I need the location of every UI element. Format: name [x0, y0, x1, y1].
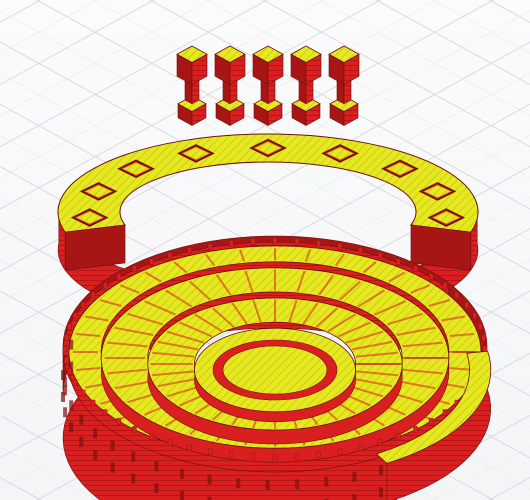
- model-preview[interactable]: [0, 0, 530, 500]
- slicer-viewport[interactable]: [0, 0, 530, 500]
